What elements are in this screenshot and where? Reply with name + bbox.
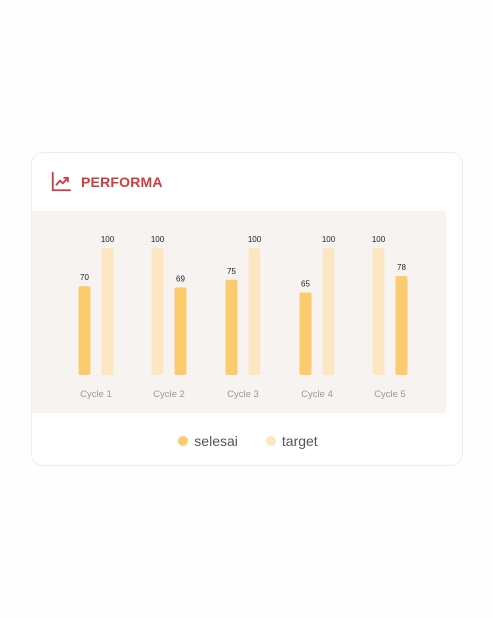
- x-tick-label: Cycle 3: [227, 389, 259, 400]
- data-label-target-4: 100: [322, 235, 336, 244]
- bar-target-3[interactable]: [248, 248, 261, 375]
- bar-selesai-5[interactable]: [395, 275, 408, 375]
- bar-selesai-3[interactable]: [225, 279, 238, 375]
- x-tick-label: Cycle 4: [301, 389, 333, 400]
- data-label-selesai-2: 69: [176, 274, 185, 283]
- bar-target-1[interactable]: [101, 248, 114, 375]
- bar-target-4[interactable]: [322, 248, 335, 375]
- card-header: PERFORMA: [50, 171, 163, 193]
- data-label-target-2: 100: [151, 235, 165, 244]
- bar-selesai-2[interactable]: [174, 287, 187, 375]
- legend-swatch-selesai: [178, 436, 189, 446]
- data-label-selesai-3: 75: [227, 267, 236, 276]
- bar-target-2[interactable]: [151, 248, 164, 375]
- data-label-target-3: 100: [248, 235, 262, 244]
- x-tick-label: Cycle 1: [80, 389, 112, 400]
- bar-selesai-4[interactable]: [299, 292, 312, 375]
- card-title: PERFORMA: [81, 174, 163, 190]
- data-label-selesai-1: 70: [80, 273, 89, 282]
- data-label-target-1: 100: [101, 235, 115, 244]
- legend-swatch-target: [265, 436, 276, 446]
- trending-up-icon: [51, 171, 72, 192]
- legend-item-selesai[interactable]: selesai: [178, 433, 238, 449]
- legend-label-selesai: selesai: [194, 433, 238, 449]
- bar-target-5[interactable]: [372, 248, 385, 375]
- data-label-selesai-5: 78: [397, 263, 406, 272]
- legend-label-target: target: [281, 433, 318, 449]
- chart-plot-area: 70 100 Cycle 1 100 69 Cycle 2 75 100 Cycle 3 65 10…: [32, 211, 446, 413]
- performance-card: PERFORMA 70 100 Cycle 1 100 69 Cycle 2 75 100 Cy…: [31, 152, 463, 466]
- x-tick-label: Cycle 5: [374, 389, 406, 400]
- x-tick-label: Cycle 2: [153, 389, 185, 400]
- chart-legend: selesai target: [32, 433, 464, 449]
- data-label-selesai-4: 65: [301, 279, 310, 288]
- legend-item-target[interactable]: target: [265, 433, 318, 449]
- bar-selesai-1[interactable]: [78, 286, 91, 375]
- data-label-target-5: 100: [372, 235, 386, 244]
- bar-chart: 70 100 Cycle 1 100 69 Cycle 2 75 100 Cycle 3 65 10…: [78, 235, 408, 400]
